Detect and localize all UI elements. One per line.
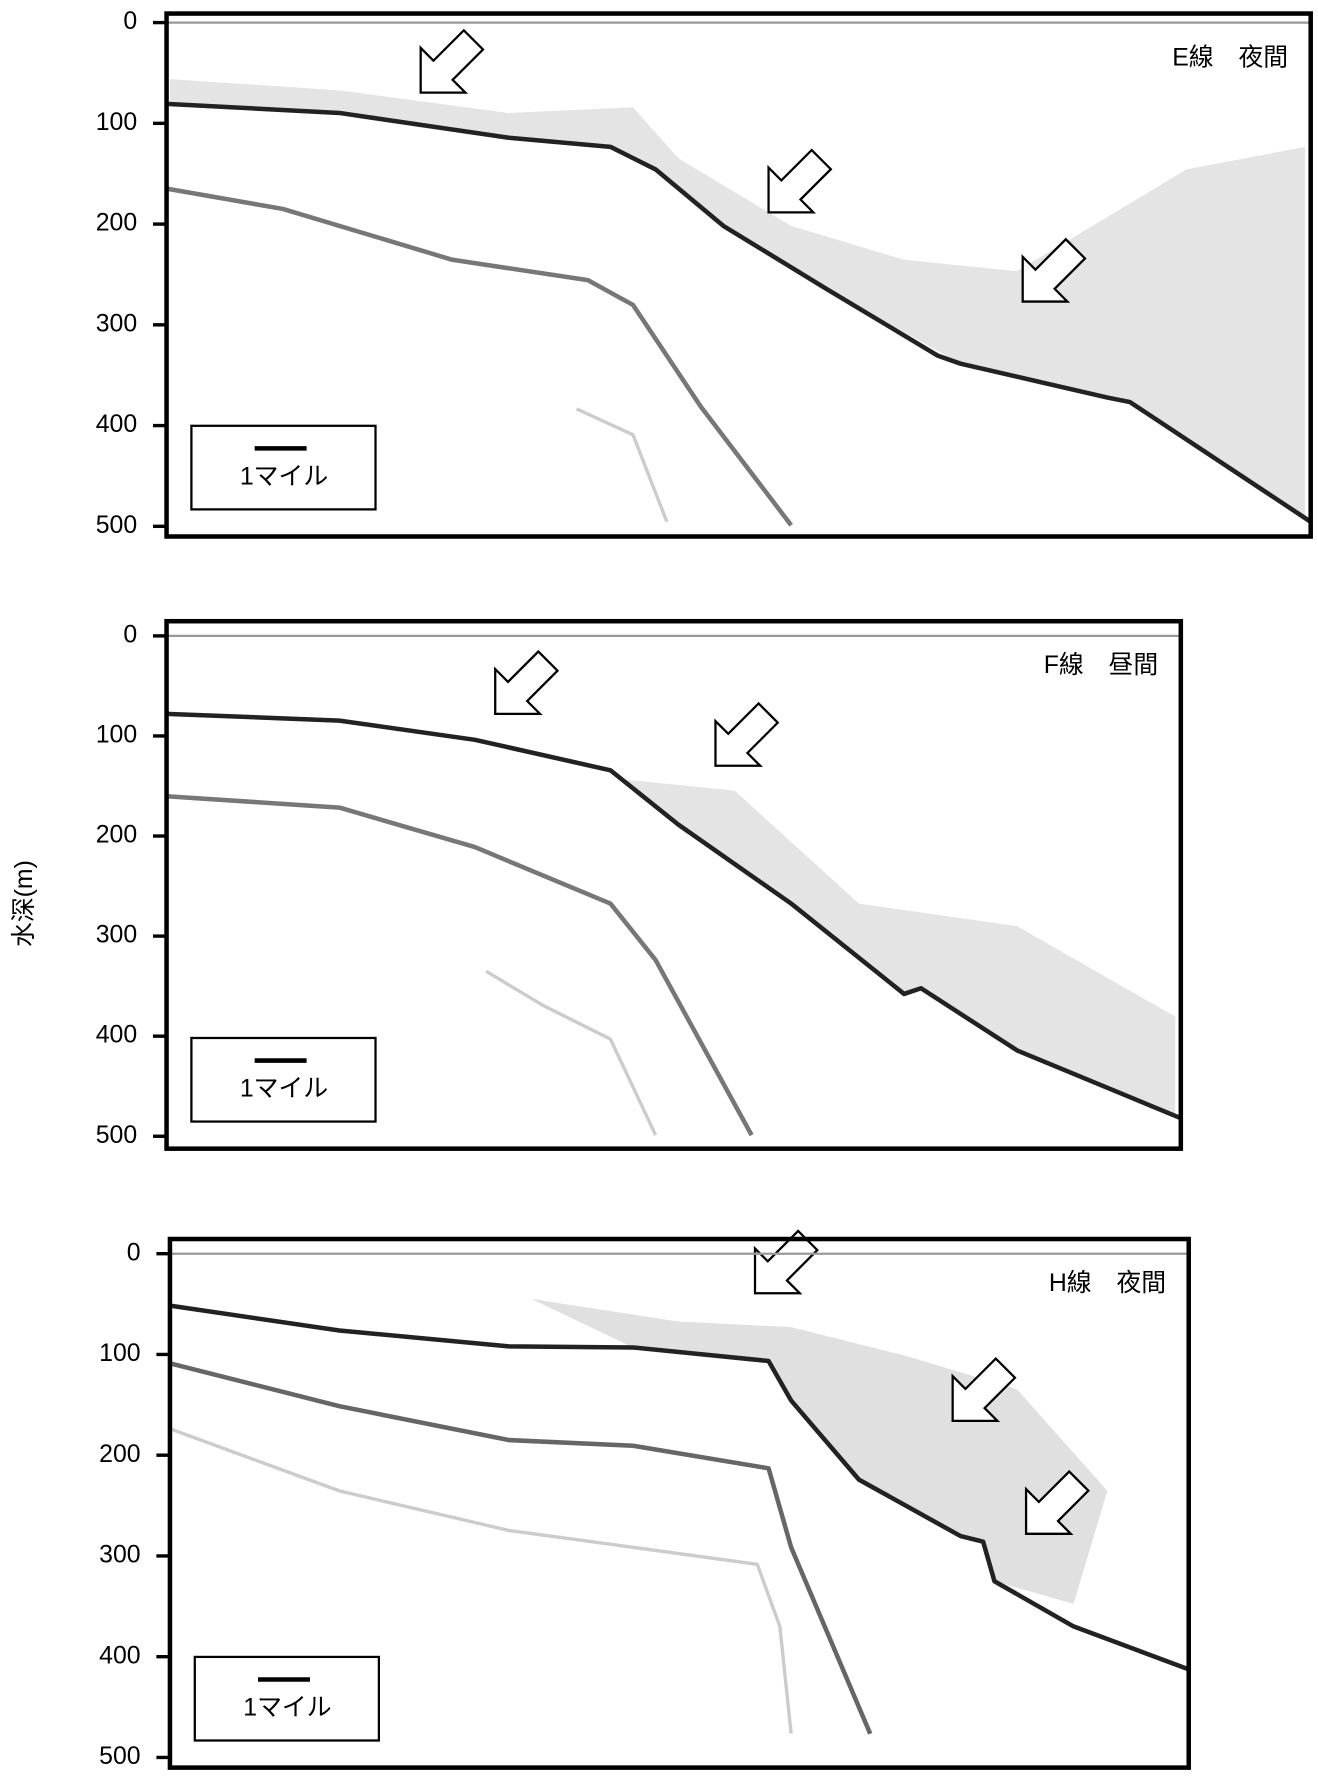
panel-title: F線 昼間: [1044, 651, 1158, 679]
y-tick-label: 400: [96, 411, 137, 438]
scale-label: 1マイル: [243, 1694, 331, 1721]
y-tick-label: 500: [96, 512, 137, 539]
frame: [167, 1236, 1191, 1770]
frame: [164, 11, 1313, 539]
y-tick-label: 300: [96, 922, 137, 949]
seabed: [166, 711, 1182, 1121]
y-tick-label: 200: [96, 822, 137, 849]
scale-box: [193, 1655, 381, 1742]
y-tick-label: 0: [123, 8, 137, 35]
panel-title: H線 夜間: [1049, 1269, 1166, 1297]
arrow: [691, 689, 792, 790]
y-tick-label: 300: [99, 1542, 140, 1569]
third-echo: [169, 1427, 793, 1734]
frame: [164, 618, 1184, 1151]
arrow: [731, 1217, 832, 1317]
y-tick-label: 300: [96, 310, 137, 337]
second-echo: [169, 1361, 873, 1735]
y-tick-label: 100: [99, 1340, 140, 1367]
fish-school: [621, 779, 1176, 1119]
third-echo: [575, 407, 669, 523]
y-tick-label: 200: [99, 1441, 140, 1468]
seabed: [166, 101, 1312, 524]
y-tick-label: 0: [127, 1239, 141, 1266]
fish-school: [169, 79, 1306, 520]
panel-title: E線 夜間: [1172, 43, 1288, 71]
second-echo: [166, 794, 754, 1137]
arrow: [471, 637, 572, 738]
y-tick-label: 0: [123, 621, 137, 648]
scale-box: [190, 424, 377, 511]
y-axis-label: 水深(m): [10, 860, 38, 947]
y-tick-label: 400: [96, 1022, 137, 1049]
scale-label: 1マイル: [240, 1075, 328, 1102]
y-tick-label: 500: [99, 1743, 140, 1770]
scale-label: 1マイル: [240, 463, 328, 490]
y-tick-label: 200: [96, 210, 137, 237]
fish-school: [531, 1298, 1108, 1604]
y-tick-label: 100: [96, 722, 137, 749]
seabed: [169, 1303, 1190, 1672]
third-echo: [485, 969, 658, 1136]
y-tick-label: 500: [96, 1122, 137, 1149]
y-tick-label: 100: [96, 109, 137, 136]
echo-layer: [166, 79, 1312, 1735]
scale-box: [190, 1036, 377, 1123]
second-echo: [166, 186, 793, 527]
y-tick-label: 400: [99, 1642, 140, 1669]
